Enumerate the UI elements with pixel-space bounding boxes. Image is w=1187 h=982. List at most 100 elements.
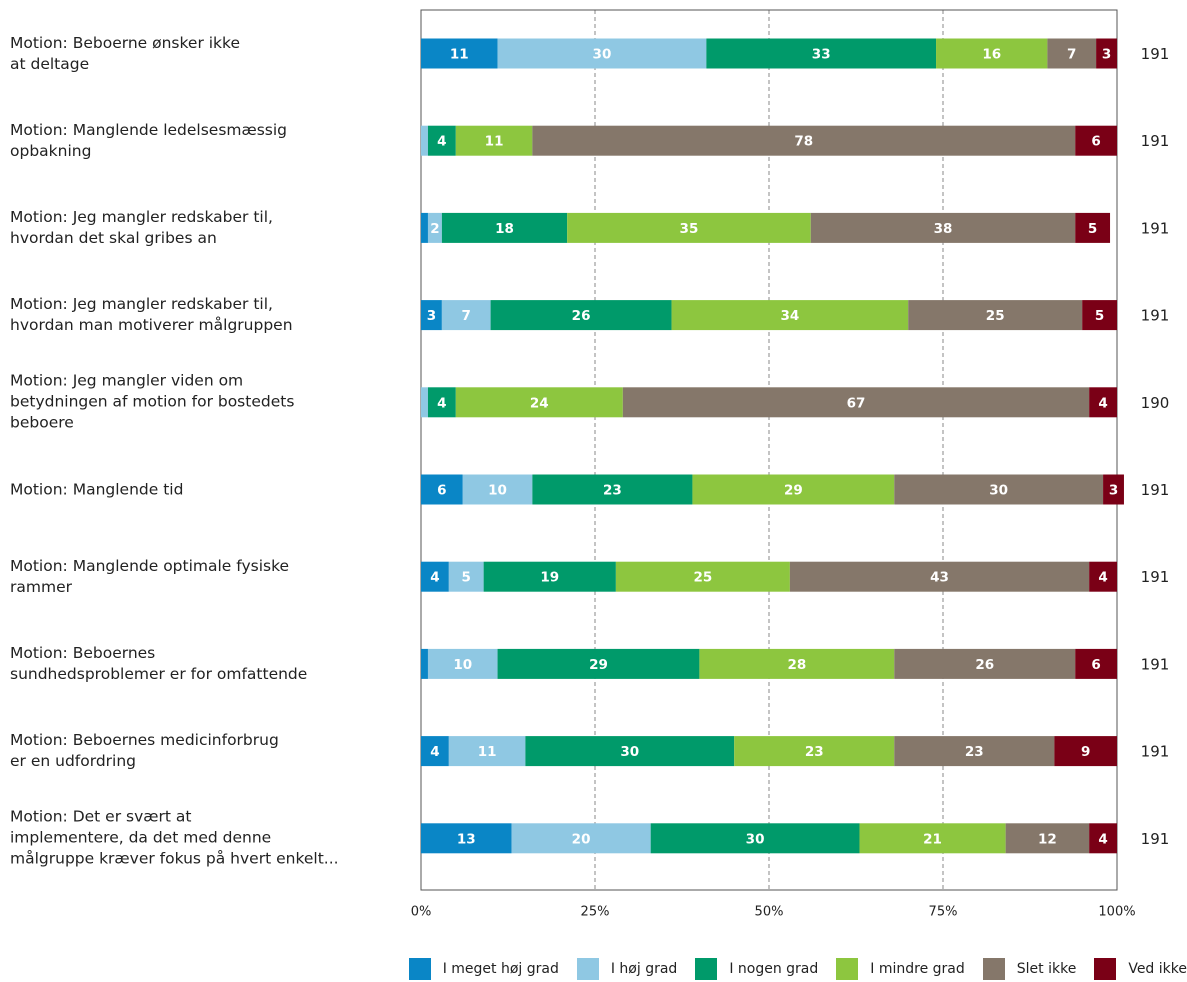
- bar-segment: [511, 823, 651, 854]
- data-label: 24: [530, 395, 549, 411]
- bar-segment: [421, 474, 463, 505]
- data-label: 26: [975, 657, 994, 673]
- data-label: 9: [1081, 744, 1090, 760]
- bar-segment: [421, 823, 512, 854]
- bar-segment: [497, 38, 707, 69]
- legend-label: I meget høj grad: [442, 961, 559, 977]
- n-label: 191: [1141, 568, 1170, 586]
- x-tick-label: 0%: [411, 905, 432, 920]
- bar-segment: [532, 474, 693, 505]
- legend-swatch: [982, 958, 1005, 980]
- n-label: 191: [1141, 830, 1170, 848]
- data-label: 38: [934, 221, 953, 237]
- data-label: 28: [787, 657, 806, 673]
- bar-segment: [421, 125, 428, 156]
- bar-segment: [421, 387, 428, 418]
- bar-segment: [810, 212, 1076, 243]
- bar-segment: [421, 38, 498, 69]
- bar-segment: [421, 561, 449, 592]
- legend-item: I mindre grad: [836, 958, 965, 980]
- bar-segment: [567, 212, 811, 243]
- data-label: 10: [453, 657, 472, 673]
- bar-segment: [427, 212, 442, 243]
- data-label: 11: [450, 47, 469, 63]
- data-label: 29: [784, 483, 803, 499]
- data-label: 7: [462, 308, 471, 324]
- data-label: 11: [478, 744, 497, 760]
- bar-segment: [525, 736, 735, 767]
- category-label: Motion: Manglende ledelsesmæssig opbakni…: [10, 120, 288, 160]
- n-label: 191: [1141, 132, 1170, 150]
- bar-segment: [1089, 561, 1117, 592]
- data-label: 11: [485, 134, 504, 150]
- data-label: 26: [572, 308, 591, 324]
- data-label: 3: [1102, 47, 1111, 63]
- bar-segment: [1096, 38, 1117, 69]
- bar-segment: [490, 300, 672, 331]
- data-label: 23: [805, 744, 824, 760]
- data-label: 67: [847, 395, 866, 411]
- n-label: 190: [1141, 394, 1170, 412]
- data-label: 7: [1067, 47, 1076, 63]
- data-label: 23: [603, 483, 622, 499]
- bar-segment: [421, 648, 428, 679]
- bar-segment: [894, 736, 1055, 767]
- data-label: 25: [693, 570, 712, 586]
- bar-segment: [427, 125, 456, 156]
- data-label: 34: [780, 308, 799, 324]
- bar-segment: [427, 387, 456, 418]
- bar-segment: [894, 474, 1104, 505]
- bar-segment: [532, 125, 1076, 156]
- n-label: 191: [1141, 743, 1170, 761]
- x-tick-label: 100%: [1098, 905, 1135, 920]
- legend-item: I nogen grad: [695, 958, 818, 980]
- data-label: 13: [457, 831, 476, 847]
- bar-segment: [692, 474, 895, 505]
- bar-segment: [427, 648, 498, 679]
- bar-segment: [699, 648, 895, 679]
- bar-segment: [1089, 387, 1117, 418]
- bar-segment: [734, 736, 895, 767]
- legend-label: Slet ikke: [1016, 961, 1077, 977]
- data-label: 21: [923, 831, 942, 847]
- bar-segment: [615, 561, 790, 592]
- data-label: 6: [1091, 657, 1100, 673]
- data-label: 5: [1088, 221, 1097, 237]
- bar-segment: [894, 648, 1076, 679]
- data-label: 30: [746, 831, 765, 847]
- bar-segment: [483, 561, 616, 592]
- category-label: Motion: Manglende optimale fysiske ramme…: [10, 556, 290, 596]
- data-label: 3: [1109, 483, 1118, 499]
- bar-segment: [1075, 648, 1117, 679]
- bar-segment: [1005, 823, 1090, 854]
- data-label: 29: [589, 657, 608, 673]
- bar-segment: [497, 648, 700, 679]
- category-label: Motion: Jeg mangler redskaber til, hvord…: [10, 295, 293, 335]
- legend-label: Ved ikke: [1128, 961, 1187, 977]
- x-tick-label: 75%: [929, 905, 958, 920]
- bar-segment: [441, 300, 491, 331]
- n-label: 191: [1141, 219, 1170, 237]
- category-label: Motion: Beboerne ønsker ikke at deltage: [10, 33, 240, 73]
- bar-segment: [908, 300, 1083, 331]
- data-label: 35: [680, 221, 699, 237]
- category-label: Motion: Beboernes medicinforbrug er en u…: [10, 731, 279, 771]
- data-label: 5: [1095, 308, 1104, 324]
- data-label: 4: [1098, 395, 1107, 411]
- legend: I meget høj grad I høj grad I nogen grad I …: [391, 958, 1187, 980]
- plot-frame: [420, 9, 1118, 891]
- data-label: 19: [540, 570, 559, 586]
- data-label: 10: [488, 483, 507, 499]
- data-label: 4: [437, 134, 446, 150]
- n-label: 191: [1141, 481, 1170, 499]
- data-label: 4: [430, 570, 439, 586]
- x-tick-label: 25%: [581, 905, 610, 920]
- bar-segment: [448, 736, 526, 767]
- bar-segment: [650, 823, 860, 854]
- category-label: Motion: Beboernes sundhedsproblemer er f…: [10, 643, 308, 683]
- bar-segment: [622, 387, 1090, 418]
- bar-segment: [859, 823, 1006, 854]
- data-label: 5: [462, 570, 471, 586]
